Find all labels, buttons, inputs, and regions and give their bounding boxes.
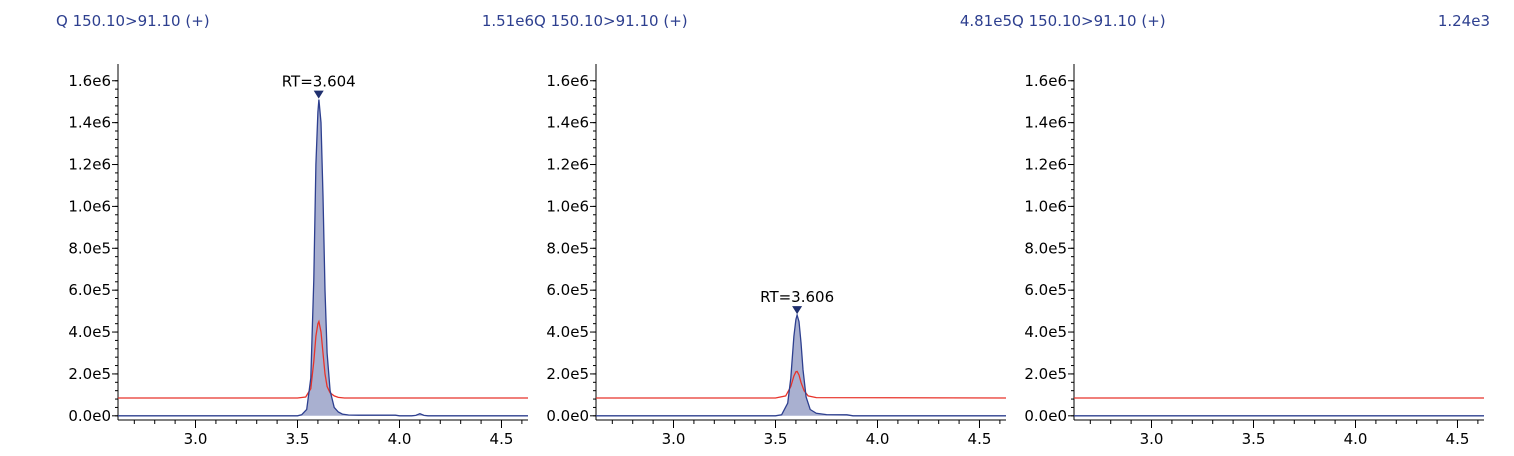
panel-title: Q 150.10>91.10 (+) bbox=[534, 12, 688, 30]
y-tick-label: 4.0e5 bbox=[68, 323, 111, 341]
y-tick-label: 2.0e5 bbox=[68, 365, 111, 383]
y-tick-label: 8.0e5 bbox=[546, 239, 589, 257]
panel-max-intensity: 1.24e3 bbox=[1437, 12, 1490, 30]
y-tick-label: 1.0e6 bbox=[546, 197, 589, 215]
y-tick-label: 6.0e5 bbox=[546, 281, 589, 299]
y-tick-label: 1.2e6 bbox=[546, 156, 589, 174]
chromatogram-plot-3: 0.0e0 2.0e5 4.0e5 6.0e5 8.0e5 1.0e6 1.2e6 1.4e6… bbox=[1024, 64, 1484, 448]
y-tick-label: 8.0e5 bbox=[68, 239, 111, 257]
chromatogram-plot-2: 0.0e0 2.0e5 4.0e5 6.0e5 8.0e5 1.0e6 1.2e6 1.4e6… bbox=[546, 64, 1007, 448]
y-tick-label: 1.4e6 bbox=[68, 114, 111, 132]
intensity-trace-line bbox=[596, 312, 1006, 417]
x-tick-label: 3.5 bbox=[764, 430, 788, 448]
x-tick-label: 3.5 bbox=[1242, 430, 1266, 448]
y-tick-label: 1.2e6 bbox=[68, 156, 111, 174]
y-tick-label: 1.0e6 bbox=[68, 197, 111, 215]
peak-marker-icon bbox=[792, 306, 803, 315]
y-tick-label: 1.6e6 bbox=[68, 72, 111, 90]
y-tick-label: 8.0e5 bbox=[1024, 239, 1067, 257]
y-tick-label: 1.6e6 bbox=[1024, 72, 1067, 90]
y-tick-label: 2.0e5 bbox=[546, 365, 589, 383]
panel-title: Q 150.10>91.10 (+) bbox=[1012, 12, 1166, 30]
intensity-trace-line bbox=[118, 99, 528, 417]
panel-title: Q 150.10>91.10 (+) bbox=[56, 12, 210, 30]
y-tick-label: 4.0e5 bbox=[546, 323, 589, 341]
y-tick-label: 2.0e5 bbox=[1024, 365, 1067, 383]
peak-area-fill bbox=[118, 99, 528, 416]
threshold-trace-line bbox=[596, 370, 1007, 399]
peak-area-fill bbox=[596, 315, 1006, 416]
y-tick-label: 0.0e0 bbox=[546, 407, 589, 425]
y-tick-label: 1.0e6 bbox=[1024, 197, 1067, 215]
y-tick-label: 1.2e6 bbox=[1024, 156, 1067, 174]
x-tick-label: 3.5 bbox=[286, 430, 310, 448]
x-tick-label: 4.0 bbox=[866, 430, 890, 448]
chromatogram-plot-1: 0.0e0 2.0e5 4.0e5 6.0e5 8.0e5 1.0e6 1.2e6 1.4e6… bbox=[68, 64, 528, 448]
y-tick-label: 1.6e6 bbox=[546, 72, 589, 90]
peak-label: RT=3.604 bbox=[282, 73, 356, 91]
y-tick-label: 1.4e6 bbox=[1024, 114, 1067, 132]
y-tick-label: 0.0e0 bbox=[68, 407, 111, 425]
panel-max-intensity: 1.51e6 bbox=[481, 12, 534, 30]
y-tick-label: 0.0e0 bbox=[1024, 407, 1067, 425]
x-tick-label: 4.5 bbox=[968, 430, 992, 448]
x-tick-label: 3.0 bbox=[662, 430, 686, 448]
peak-marker-icon bbox=[313, 90, 324, 99]
x-tick-label: 3.0 bbox=[184, 430, 208, 448]
x-tick-label: 4.5 bbox=[1446, 430, 1470, 448]
y-tick-label: 4.0e5 bbox=[1024, 323, 1067, 341]
x-tick-label: 3.0 bbox=[1140, 430, 1164, 448]
y-tick-label: 6.0e5 bbox=[68, 281, 111, 299]
y-tick-label: 6.0e5 bbox=[1024, 281, 1067, 299]
chromatogram-panel-1: Q 150.10>91.10 (+) 1.51e6 0.0e0 2.0e5 4.0e… bbox=[56, 0, 534, 456]
peak-label: RT=3.606 bbox=[760, 288, 834, 306]
x-tick-label: 4.5 bbox=[490, 430, 514, 448]
chromatogram-panel-3: Q 150.10>91.10 (+) 1.24e3 0.0e0 2.0e5 4.0e… bbox=[1012, 0, 1490, 456]
chromatogram-panel-2: Q 150.10>91.10 (+) 4.81e5 0.0e0 2.0e5 4.0e… bbox=[534, 0, 1012, 456]
y-tick-label: 1.4e6 bbox=[546, 114, 589, 132]
panel-max-intensity: 4.81e5 bbox=[959, 12, 1012, 30]
x-tick-label: 4.0 bbox=[1344, 430, 1368, 448]
x-tick-label: 4.0 bbox=[388, 430, 412, 448]
